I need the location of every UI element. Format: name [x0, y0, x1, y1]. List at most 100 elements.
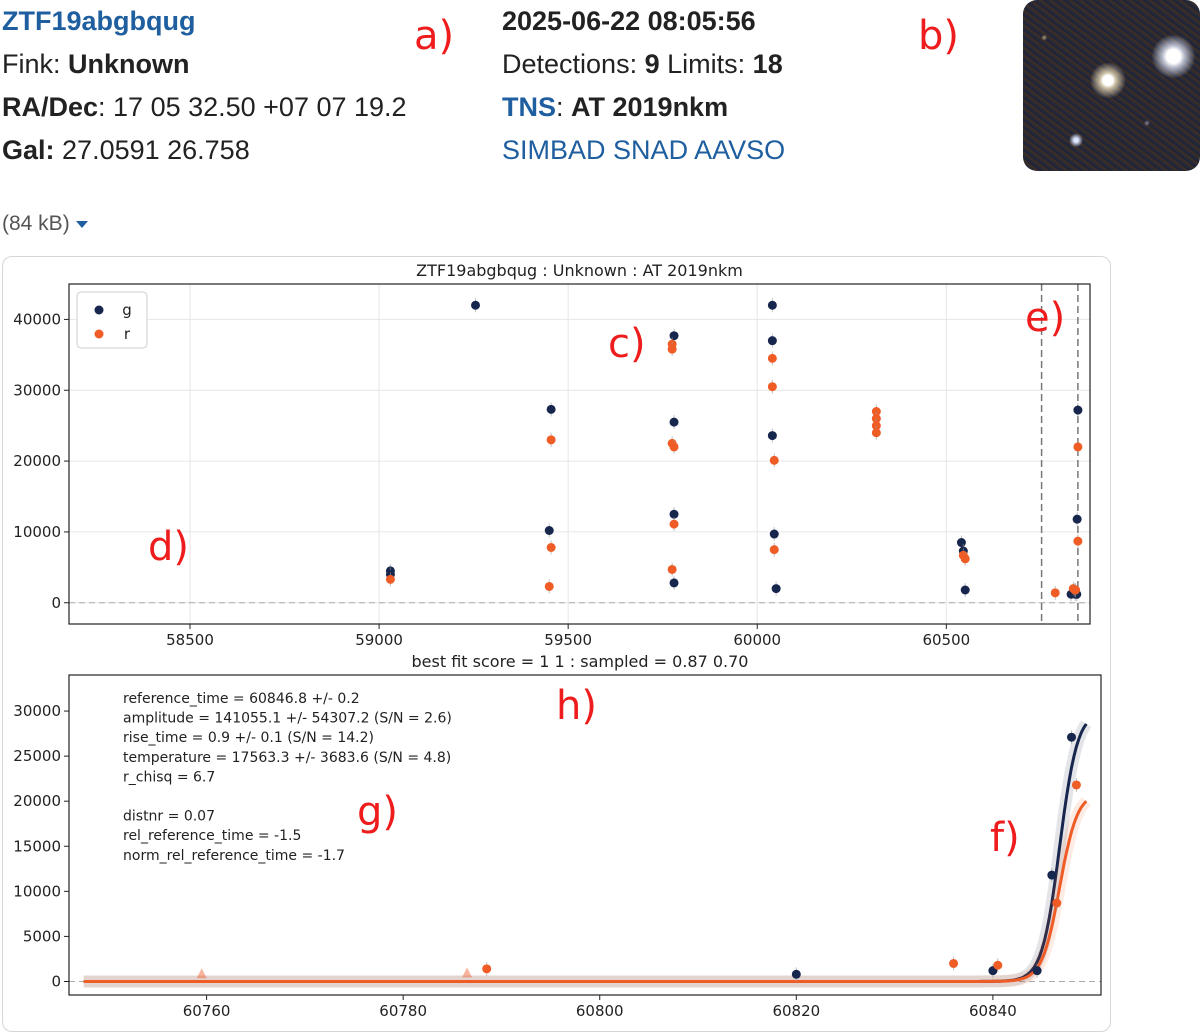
tns-label[interactable]: TNS — [502, 92, 556, 122]
data-point-g — [546, 404, 556, 414]
upper-limit-marker — [462, 967, 473, 978]
lightcurve-figure: 58500 59000 59500 60000 60500 0 10000 20000 3000… — [2, 256, 1111, 1032]
annotation-h: h) — [556, 683, 597, 729]
radec-label: RA/Dec — [2, 92, 99, 122]
data-point-g — [956, 538, 966, 548]
y-tick-label: 20000 — [13, 792, 61, 810]
plot-frame — [68, 674, 1102, 996]
data-point-g — [669, 509, 679, 519]
legend-label-r: r — [124, 325, 131, 343]
legend-label-g: g — [122, 301, 132, 319]
data-point-g — [1047, 870, 1057, 880]
x-tick-label: 60820 — [772, 1002, 820, 1020]
data-point-r — [871, 428, 881, 438]
aavso-link[interactable]: AAVSO — [694, 135, 786, 165]
annotation-b: b) — [918, 13, 959, 59]
fit-parameter-text: reference_time = 60846.8 +/- 0.2 — [123, 691, 360, 707]
y-tick-label: 15000 — [13, 837, 61, 855]
data-point-g — [669, 578, 679, 588]
object-info: ZTF19abgbqug Fink: Unknown RA/Dec: 17 05… — [2, 0, 407, 172]
data-point-r — [544, 581, 554, 591]
data-point-r — [993, 960, 1003, 970]
data-point-r — [1071, 585, 1081, 595]
x-tick-label: 58500 — [166, 631, 214, 649]
y-tick-label: 40000 — [13, 310, 61, 328]
snad-link[interactable]: SNAD — [613, 135, 689, 165]
gal-label: Gal: — [2, 135, 55, 165]
y-tick-label: 5000 — [23, 927, 61, 945]
data-point-g — [669, 417, 679, 427]
x-tick-label: 60840 — [969, 1002, 1017, 1020]
y-tick-label: 0 — [51, 594, 61, 612]
data-point-g — [771, 584, 781, 594]
y-tick-label: 30000 — [13, 381, 61, 399]
x-tick-label: 60500 — [922, 631, 970, 649]
data-point-r — [769, 545, 779, 555]
data-point-r — [871, 421, 881, 431]
data-point-r — [385, 574, 395, 584]
plot-frame — [68, 283, 1091, 625]
fit-parameter-text: amplitude = 141055.1 +/- 54307.2 (S/N = … — [123, 711, 452, 727]
download-size-toggle[interactable]: (84 kB) — [2, 212, 88, 236]
tns-value: AT 2019nkm — [571, 92, 729, 122]
x-tick-label: 60760 — [183, 1002, 231, 1020]
legend-marker-r — [94, 329, 104, 339]
fit-parameter-text: norm_rel_reference_time = -1.7 — [123, 848, 345, 864]
limits-count: 18 — [752, 49, 783, 79]
annotation-a: a) — [414, 13, 455, 59]
annotation-d: d) — [148, 524, 189, 570]
detections-count: 9 — [644, 49, 660, 79]
annotation-c: c) — [608, 321, 646, 367]
fit-parameter-text: distnr = 0.07 — [123, 809, 215, 825]
x-tick-label: 59000 — [355, 631, 403, 649]
x-tick-label: 60800 — [576, 1002, 624, 1020]
fit-parameter-text: rel_reference_time = -1.5 — [123, 828, 301, 844]
data-point-g — [767, 336, 777, 346]
data-point-r — [767, 353, 777, 363]
x-tick-label: 59500 — [544, 631, 592, 649]
annotation-e: e) — [1025, 295, 1066, 341]
fink-label: Fink: — [2, 49, 61, 79]
data-point-g — [791, 969, 801, 979]
upper-limit-marker — [196, 968, 207, 979]
data-point-r — [767, 382, 777, 392]
fit-parameter-text: r_chisq = 6.7 — [123, 769, 215, 785]
data-point-r — [546, 435, 556, 445]
y-tick-label: 20000 — [13, 452, 61, 470]
cutout-thumbnail[interactable] — [1023, 0, 1200, 171]
x-tick-label: 60780 — [379, 1002, 427, 1020]
last-datetime: 2025-06-22 08:05:56 — [502, 6, 756, 36]
data-point-g — [471, 300, 481, 310]
object-id-link[interactable]: ZTF19abgbqug — [2, 6, 196, 36]
data-point-g — [669, 331, 679, 341]
data-point-r — [871, 407, 881, 416]
data-point-r — [546, 543, 556, 552]
y-tick-label: 0 — [51, 972, 61, 990]
annotation-g: g) — [357, 789, 398, 835]
data-point-r — [1073, 536, 1083, 546]
legend-marker-g — [94, 305, 104, 315]
data-point-r — [1073, 442, 1083, 452]
radec-value: : 17 05 32.50 +07 07 19.2 — [98, 92, 407, 122]
data-point-g — [1067, 732, 1077, 742]
data-point-g — [1072, 514, 1082, 524]
x-tick-label: 60000 — [733, 631, 781, 649]
simbad-link[interactable]: SIMBAD — [502, 135, 606, 165]
fink-class: Unknown — [68, 49, 190, 79]
data-point-r — [669, 442, 679, 452]
y-tick-label: 30000 — [13, 702, 61, 720]
file-size: (84 kB) — [2, 212, 70, 235]
detections-label: Detections: — [502, 49, 638, 79]
data-point-g — [1032, 966, 1042, 976]
fit-parameter-text: temperature = 17563.3 +/- 3683.6 (S/N = … — [123, 750, 451, 766]
y-tick-label: 10000 — [13, 882, 61, 900]
data-point-r — [667, 344, 677, 354]
chart-title: best fit score = 1 1 : sampled = 0.87 0.… — [412, 652, 749, 671]
data-point-r — [769, 455, 779, 465]
data-point-r — [960, 554, 970, 564]
fit-curve-r — [83, 800, 1088, 983]
chart-title: ZTF19abgbqug : Unknown : AT 2019nkm — [416, 261, 743, 280]
caret-down-icon — [75, 220, 88, 228]
annotation-f: f) — [990, 815, 1020, 861]
legend-box — [76, 291, 148, 349]
